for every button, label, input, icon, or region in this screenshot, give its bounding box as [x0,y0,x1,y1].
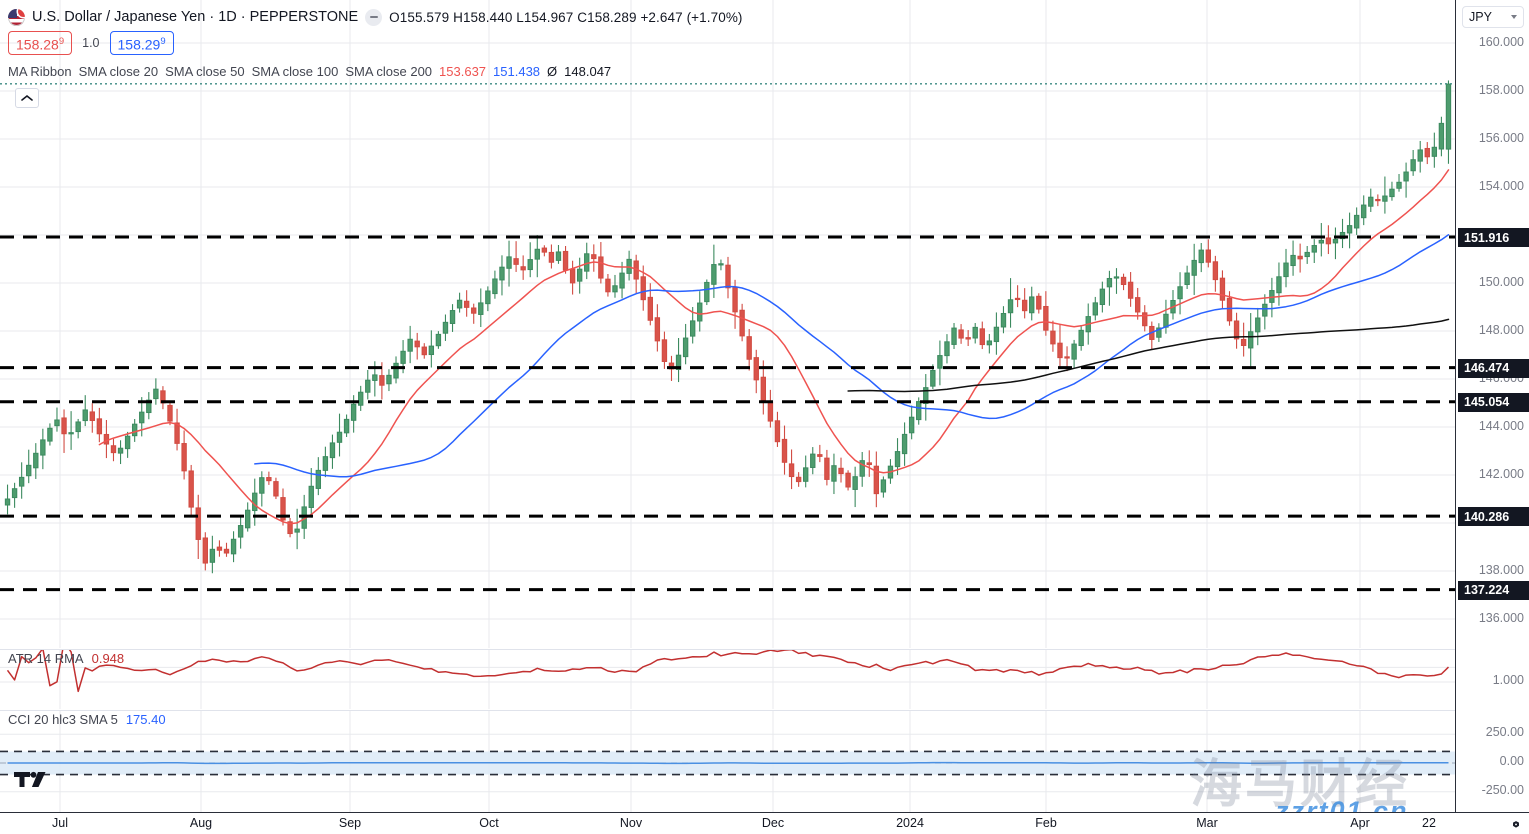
price-level-badge[interactable]: 137.224 [1458,580,1529,600]
price-tick: 148.000 [1478,323,1524,337]
time-tick: Jul [52,816,68,830]
price-tick: 138.000 [1478,563,1524,577]
cci-tick: -250.00 [1481,782,1524,797]
price-tick: 154.000 [1478,179,1524,193]
time-tick: 2024 [896,816,924,830]
currency-label: JPY [1469,10,1492,24]
ma-avg-symbol: Ø [547,64,558,79]
currency-selector[interactable]: JPY [1462,6,1524,28]
atr-indicator-pane[interactable] [0,649,1455,709]
price-level-badge[interactable]: 151.916 [1458,228,1529,248]
price-level-badge[interactable]: 146.474 [1458,358,1529,378]
time-tick: Dec [761,816,785,830]
ma-sma200-label: SMA close 200 [345,64,433,79]
ma-sma50-label: SMA close 50 [165,64,245,79]
cci-tick: 0.00 [1499,754,1524,768]
price-level-badge[interactable]: 140.286 [1458,507,1529,527]
price-tick: 150.000 [1478,275,1524,289]
tradingview-logo[interactable] [14,770,52,797]
time-tick: Nov [619,816,643,830]
cci-label: CCI 20 hlc3 SMA 5 [8,712,118,727]
price-tick: 136.000 [1478,611,1524,625]
time-tick: Mar [1196,816,1218,830]
time-tick-last: 22 [1422,816,1436,830]
price-tick: 158.000 [1478,83,1524,97]
time-axis[interactable]: Jul Aug Sep Oct Nov Dec 2024 Feb Mar Apr 22 [0,812,1529,834]
time-tick: Sep [338,816,362,830]
ma-ribbon-legend[interactable]: MA Ribbon SMA close 20 SMA close 50 SMA … [8,64,611,79]
time-tick: Apr [1350,816,1370,830]
cci-value: 175.40 [125,712,166,727]
atr-value: 0.948 [91,651,125,666]
price-chart-pane[interactable] [0,0,1455,648]
atr-legend[interactable]: ATR 14 RMA 0.948 [8,651,124,666]
gear-icon[interactable] [1509,817,1523,831]
price-level-badge[interactable]: 145.054 [1458,392,1529,412]
time-tick: Feb [1035,816,1057,830]
atr-tick: 1.000 [1492,673,1524,687]
ma-sma20-label: SMA close 20 [78,64,159,79]
ma-value-blue: 151.438 [493,64,541,79]
price-tick: 160.000 [1478,35,1524,49]
atr-label: ATR 14 RMA [8,651,84,666]
price-tick: 156.000 [1478,131,1524,145]
cci-tick: 250.00 [1485,725,1524,740]
price-tick: 144.000 [1478,419,1524,433]
ma-value-avg: 148.047 [564,64,612,79]
chevron-down-icon [1511,15,1517,19]
chevron-up-icon[interactable] [15,88,39,108]
time-tick: Aug [189,816,213,830]
ma-ribbon-title: MA Ribbon [8,64,72,79]
time-tick: Oct [479,816,499,830]
cci-legend[interactable]: CCI 20 hlc3 SMA 5 175.40 [8,712,166,727]
cci-indicator-pane[interactable] [0,710,1455,812]
ma-sma100-label: SMA close 100 [251,64,339,79]
ma-value-red: 153.637 [439,64,487,79]
price-tick: 142.000 [1478,467,1524,481]
price-axis[interactable]: JPY 160.000 158.000 156.000 154.000 150.000 1… [1455,0,1529,812]
